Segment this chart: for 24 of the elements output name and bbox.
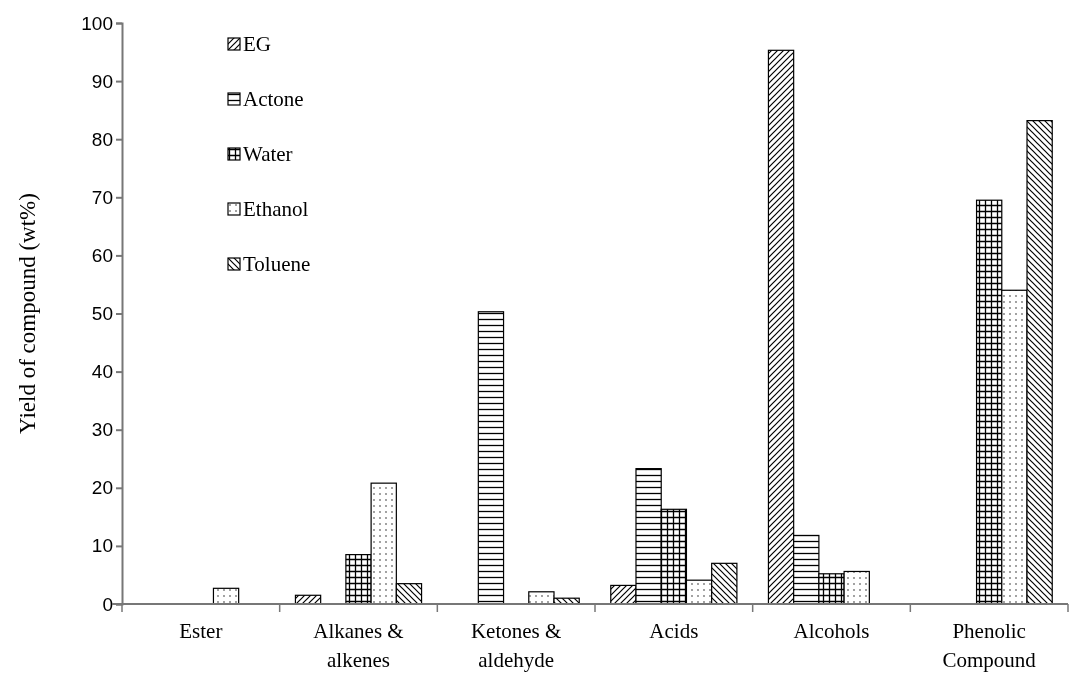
- y-tick-label: 20: [91, 477, 113, 499]
- y-tick-label: 60: [91, 244, 113, 266]
- y-tick-label: 30: [91, 419, 113, 441]
- x-tick-label: Ester: [179, 619, 223, 643]
- y-tick-label: 50: [91, 303, 113, 325]
- y-tick-label: 40: [91, 361, 113, 383]
- y-tick-label: 100: [81, 12, 113, 34]
- legend-label: Toluene: [243, 252, 311, 276]
- y-tick-label: 80: [91, 128, 113, 150]
- x-tick-label: Phenolic Compound: [942, 619, 1037, 672]
- x-tick-label: Ketones & aldehyde: [470, 619, 562, 672]
- x-tick-label: Acids: [649, 619, 699, 643]
- x-tick-label: Alcohols: [793, 619, 870, 643]
- y-tick-label: 70: [91, 186, 113, 208]
- y-axis-title: Yield of compound (wt%): [15, 193, 40, 434]
- legend-label: Ethanol: [243, 197, 309, 221]
- y-tick-label: 10: [91, 535, 113, 557]
- legend-label: Actone: [243, 87, 304, 111]
- bar: [477, 311, 505, 605]
- legend-label: Water: [243, 142, 293, 166]
- x-tick-label: Alkanes & alkenes: [313, 619, 404, 672]
- legend-label: EG: [243, 32, 271, 56]
- y-tick-label: 0: [102, 593, 113, 615]
- y-tick-label: 90: [91, 70, 113, 92]
